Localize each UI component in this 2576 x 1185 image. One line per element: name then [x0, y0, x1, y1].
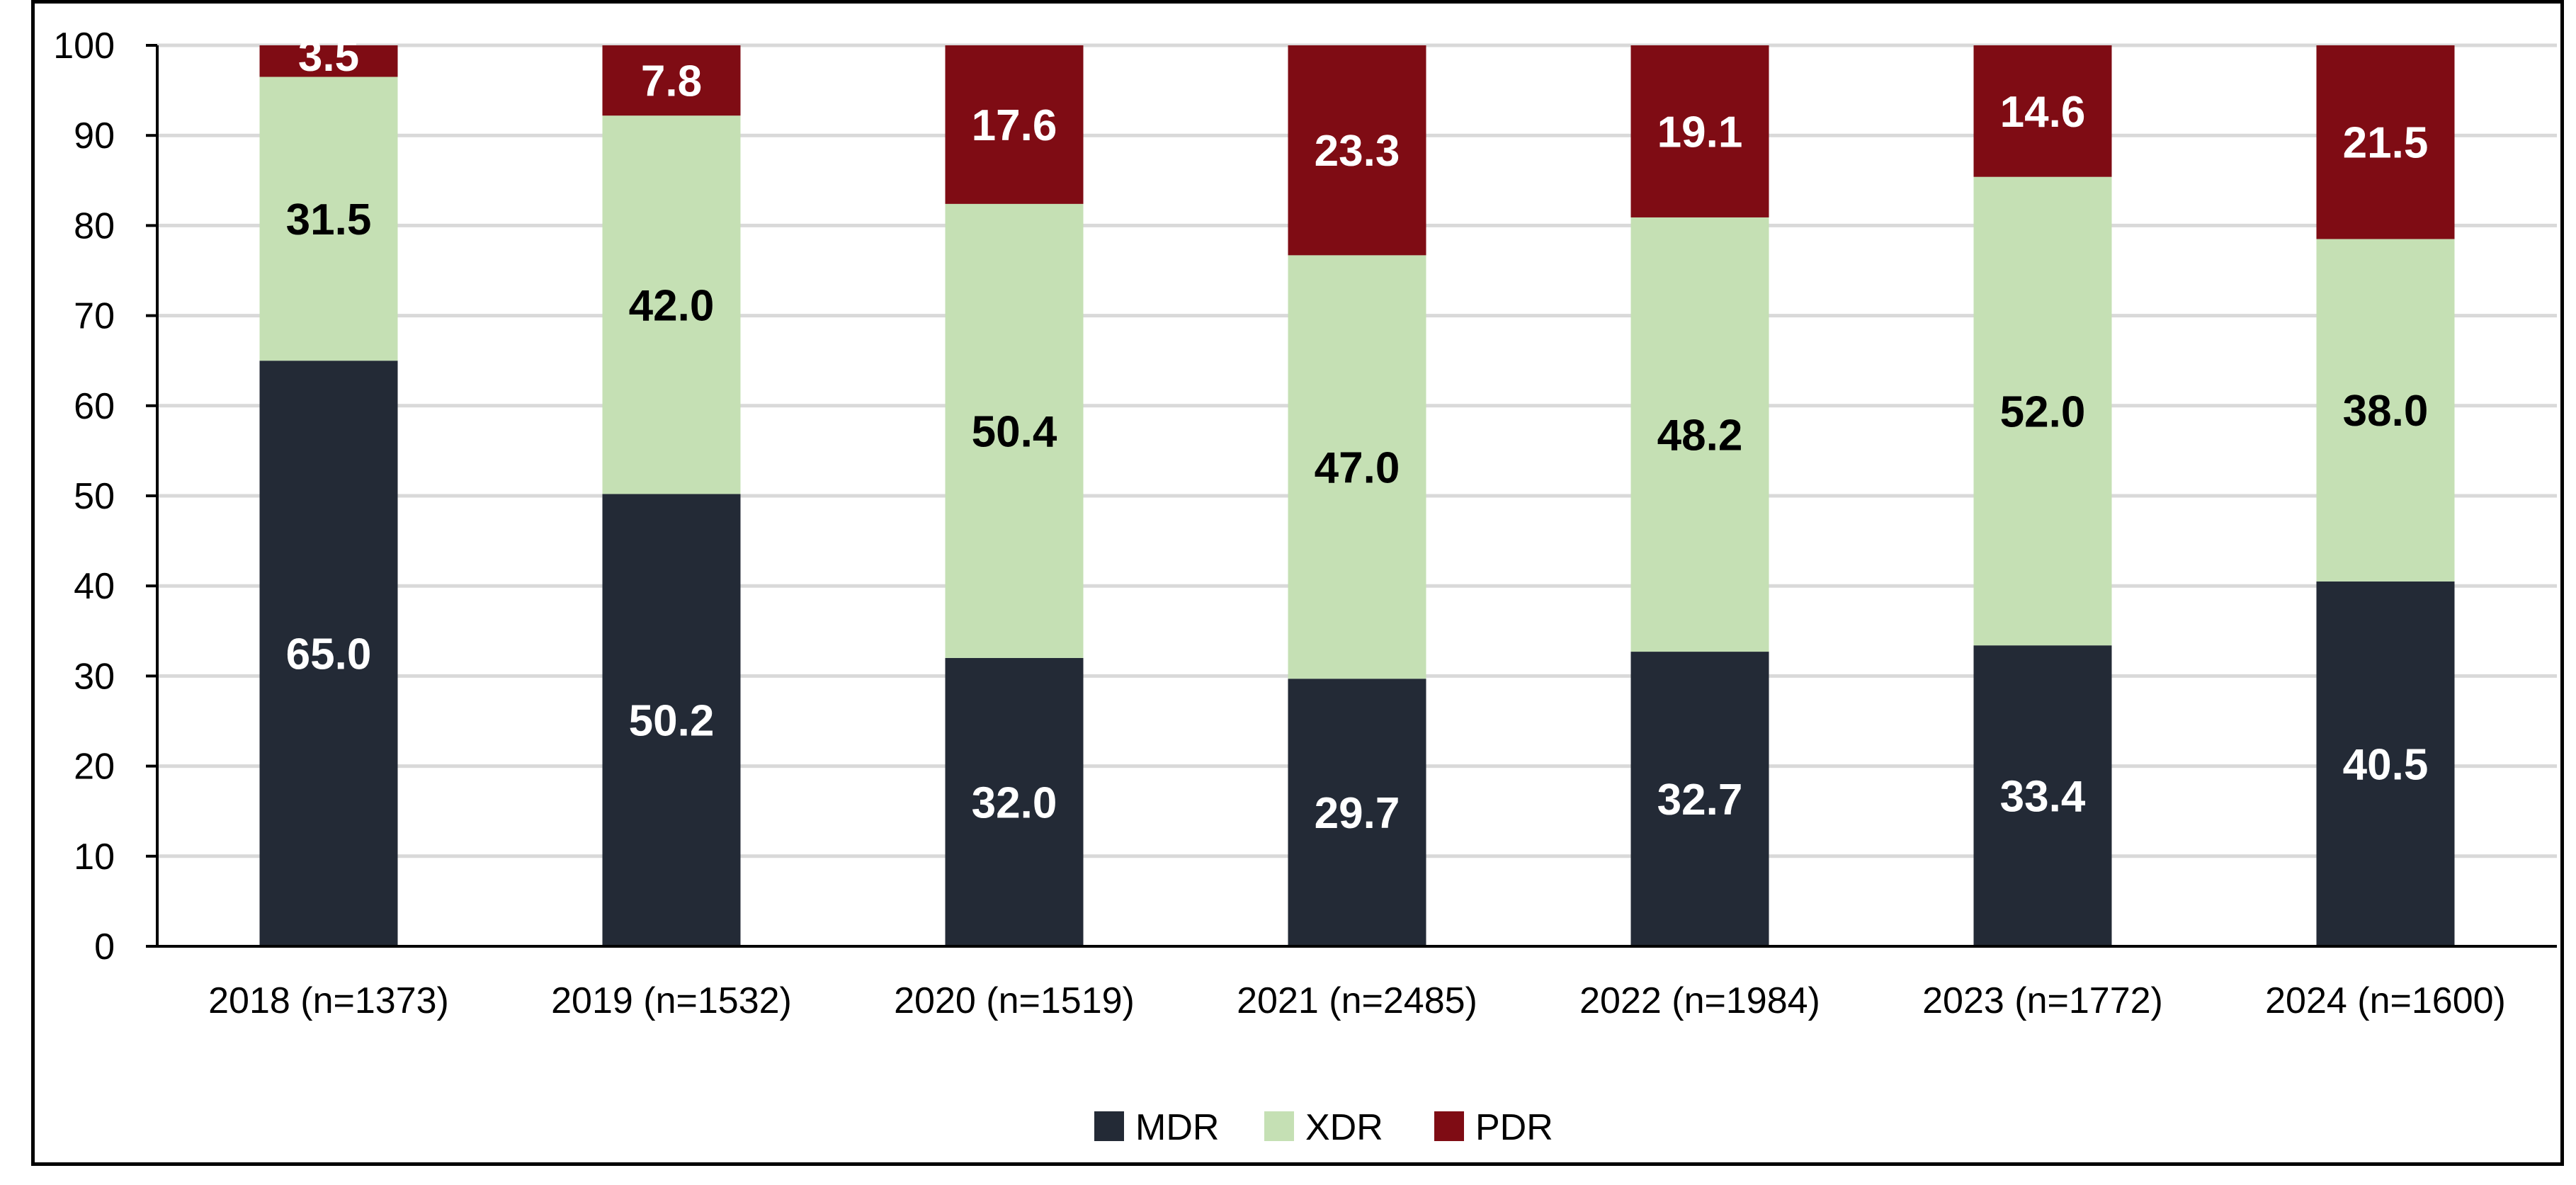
y-tick-label: 20	[74, 747, 115, 788]
bar-xdr-1	[602, 115, 741, 494]
legend-swatch-xdr	[1264, 1111, 1294, 1141]
data-label-mdr-2: 32.0	[972, 778, 1057, 827]
bars	[259, 45, 2455, 946]
bar-xdr-2	[945, 203, 1084, 658]
bar-xdr-3	[1288, 255, 1426, 679]
data-labels: 65.0 31.5 3.5 50.2 42.0 7.8 32.0 50.4 17.6 29.7 47…	[286, 32, 2429, 838]
x-category-labels: 2018 (n=1373) 2019 (n=1532) 2020 (n=1519) 2…	[208, 980, 2506, 1021]
bar-pdr-1	[602, 45, 741, 116]
bar-xdr-4	[1630, 217, 1769, 652]
y-tick-label: 0	[94, 926, 115, 968]
bar-pdr-0	[259, 45, 398, 77]
x-category-label: 2024 (n=1600)	[2265, 980, 2506, 1021]
y-tick-label: 10	[74, 837, 115, 878]
x-category-label: 2019 (n=1532)	[551, 980, 792, 1021]
x-category-label: 2023 (n=1772)	[1922, 980, 2163, 1021]
bar-pdr-2	[945, 45, 1084, 204]
data-label-xdr-3: 47.0	[1315, 443, 1400, 492]
data-label-xdr-1: 42.0	[629, 281, 715, 330]
data-label-mdr-1: 50.2	[629, 697, 715, 746]
bar-pdr-5	[1973, 45, 2112, 177]
bar-mdr-4	[1630, 652, 1769, 946]
data-label-xdr-4: 48.2	[1657, 412, 1743, 460]
y-tick-label: 60	[74, 386, 115, 427]
legend-label-pdr: PDR	[1475, 1107, 1553, 1148]
bar-mdr-6	[2316, 581, 2455, 946]
y-tick-label: 50	[74, 476, 115, 517]
data-label-mdr-3: 29.7	[1315, 789, 1400, 838]
legend-swatch-mdr	[1094, 1111, 1124, 1141]
data-label-pdr-6: 21.5	[2343, 119, 2429, 168]
data-label-mdr-4: 32.7	[1657, 776, 1743, 824]
y-tick-label: 100	[53, 25, 115, 67]
x-category-label: 2022 (n=1984)	[1579, 980, 1820, 1021]
data-label-xdr-6: 38.0	[2343, 387, 2429, 436]
bar-pdr-6	[2316, 45, 2455, 239]
bar-mdr-1	[602, 494, 741, 946]
x-category-label: 2018 (n=1373)	[208, 980, 449, 1021]
y-tick-label: 70	[74, 296, 115, 337]
legend-label-xdr: XDR	[1305, 1107, 1383, 1148]
y-tick-label: 90	[74, 115, 115, 157]
data-label-pdr-5: 14.6	[2000, 88, 2086, 137]
data-label-pdr-3: 23.3	[1315, 127, 1400, 176]
data-label-mdr-6: 40.5	[2343, 740, 2429, 789]
bar-pdr-4	[1630, 45, 1769, 217]
data-label-xdr-2: 50.4	[972, 407, 1057, 456]
data-label-pdr-4: 19.1	[1657, 108, 1743, 157]
data-label-xdr-0: 31.5	[286, 195, 372, 244]
legend-swatch-pdr	[1434, 1111, 1464, 1141]
data-label-xdr-5: 52.0	[2000, 387, 2086, 436]
x-category-label: 2020 (n=1519)	[894, 980, 1135, 1021]
bar-mdr-5	[1973, 645, 2112, 946]
bar-mdr-3	[1288, 679, 1426, 946]
bar-xdr-5	[1973, 176, 2112, 646]
y-tick-label: 30	[74, 656, 115, 697]
bar-mdr-0	[259, 361, 398, 946]
bar-xdr-0	[259, 76, 398, 361]
y-tick-label: 80	[74, 205, 115, 246]
bar-xdr-6	[2316, 239, 2455, 582]
data-label-mdr-5: 33.4	[2000, 773, 2086, 822]
bar-pdr-3	[1288, 45, 1426, 256]
data-label-pdr-1: 7.8	[641, 57, 702, 106]
x-category-label: 2021 (n=2485)	[1237, 980, 1477, 1021]
bar-mdr-2	[945, 657, 1084, 946]
data-label-mdr-0: 65.0	[286, 630, 372, 679]
data-label-pdr-0: 3.5	[298, 32, 359, 81]
y-tick-label: 40	[74, 566, 115, 607]
data-label-pdr-2: 17.6	[972, 101, 1057, 150]
legend-label-mdr: MDR	[1135, 1107, 1219, 1148]
y-tick-labels: 0 10 20 30 40 50 60 70 80 90 100	[53, 25, 157, 968]
legend: MDR XDR PDR	[1094, 1107, 1553, 1148]
